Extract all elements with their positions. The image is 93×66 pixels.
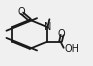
Text: O: O — [57, 29, 65, 39]
Text: N: N — [44, 22, 51, 32]
Text: O: O — [18, 7, 25, 17]
Text: OH: OH — [64, 44, 79, 54]
